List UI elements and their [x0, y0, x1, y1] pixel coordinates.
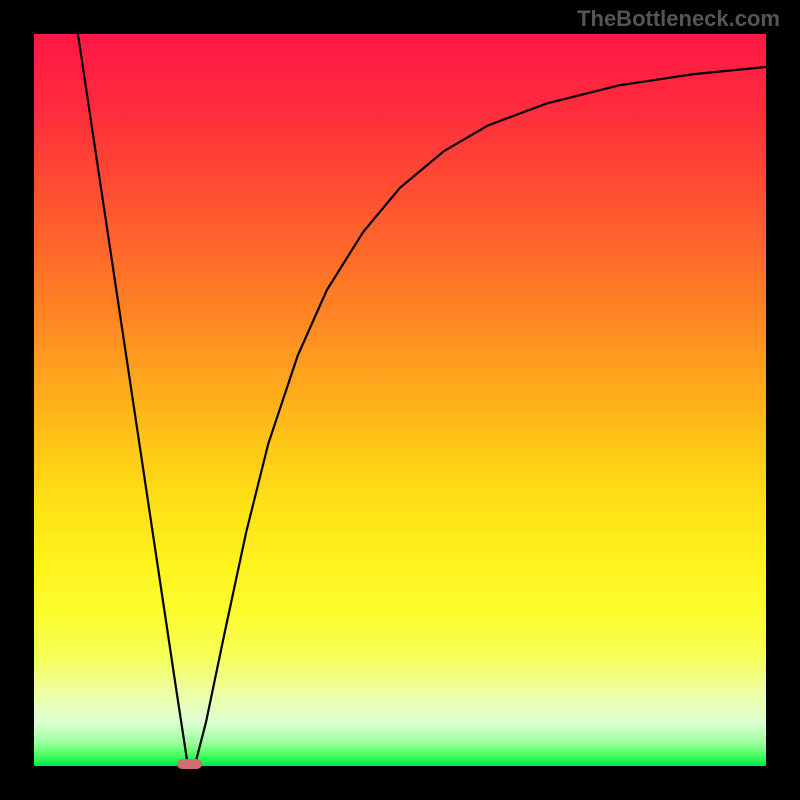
watermark-text: TheBottleneck.com — [577, 6, 780, 32]
plot-area — [34, 34, 766, 766]
optimal-marker — [177, 759, 202, 769]
bottleneck-curve — [34, 34, 766, 766]
curve-path — [78, 34, 766, 765]
